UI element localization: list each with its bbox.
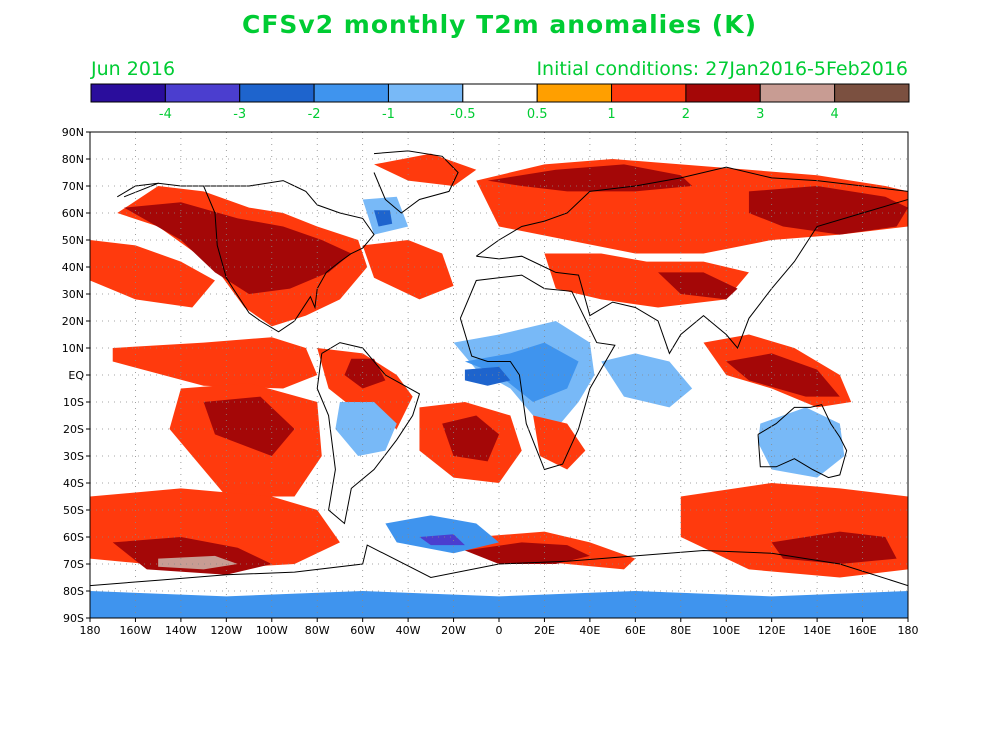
anomaly-region-north-america-core	[124, 202, 352, 294]
colorbar-label-4: -0.5	[450, 107, 475, 122]
anomaly-region-southern-ocean-core-3	[771, 531, 897, 564]
valid-month-label: Jun 2016	[91, 58, 176, 80]
lat-label: 10N	[62, 342, 84, 355]
lat-label: 30S	[63, 450, 84, 463]
colorbar-label-1: -3	[233, 107, 246, 122]
lat-label: 40S	[63, 477, 84, 490]
anomaly-region-africa-cold-core	[464, 342, 579, 402]
anomaly-region-tibet-core	[658, 272, 738, 300]
lon-label: 180	[80, 624, 101, 637]
lat-label: 60S	[63, 531, 84, 544]
coastline-africa	[459, 274, 616, 471]
coastline-south-america	[316, 342, 421, 525]
lat-label: 50S	[63, 504, 84, 517]
lon-label: 100W	[256, 624, 288, 637]
colorbar: -4 -3 -2 -1 -0.5 0.5 1 2 3 4	[90, 83, 910, 122]
lon-label: 60E	[625, 624, 646, 637]
lon-label: 160W	[120, 624, 152, 637]
anomaly-region-southern-ocean-core-2	[464, 542, 590, 564]
lon-label: 0	[496, 624, 503, 637]
lat-label: 10S	[63, 396, 84, 409]
colorbar-swatch-10	[834, 83, 910, 103]
anomaly-region-indian-ocean-cold	[601, 353, 693, 408]
lat-label: 20N	[62, 315, 84, 328]
lat-label: 50N	[62, 234, 84, 247]
colorbar-label-7: 2	[682, 107, 690, 122]
anomaly-region-southern-ocean-cold	[385, 515, 499, 554]
lon-label: 120E	[758, 624, 786, 637]
colorbar-label-6: 1	[607, 107, 615, 122]
lat-label: 40N	[62, 261, 84, 274]
anomaly-region-maritime-core	[726, 353, 840, 397]
chart-title: CFSv2 monthly T2m anomalies (K)	[241, 10, 758, 39]
anomaly-region-east-pacific-tropics	[112, 337, 318, 389]
lat-label: EQ	[68, 369, 84, 382]
anomaly-region-southern-ocean-ice-1	[158, 555, 238, 570]
lat-label: 70N	[62, 180, 84, 193]
lon-label: 60W	[350, 624, 375, 637]
coastline-eurasia	[475, 166, 908, 355]
anomaly-region-greenland-north	[374, 153, 477, 186]
lon-label: 40E	[579, 624, 600, 637]
colorbar-label-2: -2	[308, 107, 321, 122]
colorbar-label-8: 3	[756, 107, 764, 122]
colorbar-label-0: -4	[159, 107, 172, 122]
initial-conditions-label: Initial conditions: 27Jan2016-5Feb2016	[536, 58, 908, 80]
lon-label: 80W	[305, 624, 330, 637]
lon-label: 180	[898, 624, 919, 637]
anomaly-region-south-atlantic-core	[442, 415, 499, 462]
lat-label: 20S	[63, 423, 84, 436]
anomaly-region-southern-ocean-cold-core	[419, 534, 465, 546]
anomaly-region-australia-cold	[758, 407, 845, 478]
lon-label: 40W	[396, 624, 421, 637]
anomaly-region-southern-ocean-core-1	[112, 537, 272, 575]
lon-label: 20E	[534, 624, 555, 637]
lat-label: 30N	[62, 288, 84, 301]
colorbar-label-3: -1	[382, 107, 395, 122]
anomaly-region-gulf-of-guinea-cold	[464, 366, 511, 386]
anomaly-region-north-pacific-warm	[90, 240, 215, 308]
lon-label: 100E	[712, 624, 740, 637]
lat-label: 90N	[62, 126, 84, 139]
lat-label: 60N	[62, 207, 84, 220]
lon-label: 140W	[165, 624, 197, 637]
anomaly-region-antarctic-cold-east	[90, 591, 908, 618]
lat-label: 80S	[63, 585, 84, 598]
coastline-north-america	[117, 180, 375, 333]
anomaly-region-amazon-core	[344, 358, 386, 389]
lon-label: 140E	[803, 624, 831, 637]
lat-label: 70S	[63, 558, 84, 571]
colorbar-label-5: 0.5	[527, 107, 548, 122]
lon-label: 160E	[849, 624, 877, 637]
colorbar-label-9: 4	[830, 107, 838, 122]
anomaly-region-north-atlantic-band	[362, 240, 454, 300]
grid-dots	[90, 132, 908, 618]
anomaly-region-south-pacific-core	[203, 396, 295, 456]
lon-label: 80E	[670, 624, 691, 637]
lat-label: 80N	[62, 153, 84, 166]
coastline-antarctica	[90, 544, 908, 587]
lon-label: 20W	[441, 624, 466, 637]
lon-label: 120W	[210, 624, 242, 637]
anomaly-region-labrador-cold-core	[374, 210, 393, 227]
coastline-australia	[757, 404, 848, 479]
coastline-greenland	[373, 150, 459, 214]
anomaly-region-east-siberia-core	[748, 186, 908, 235]
anomaly-region-amazon-warm	[317, 348, 413, 429]
lat-label: 90S	[63, 612, 84, 625]
